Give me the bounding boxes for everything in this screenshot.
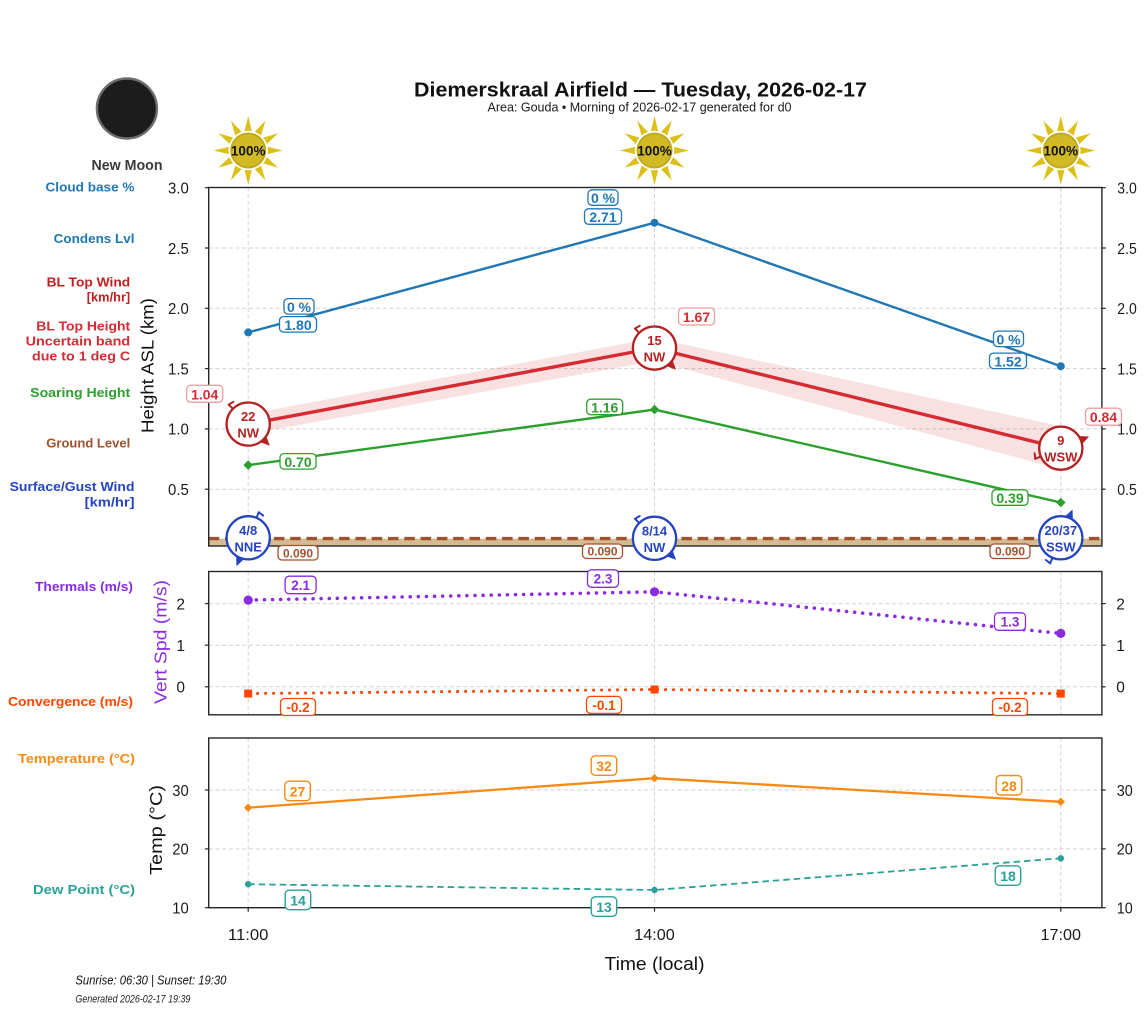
svg-text:30: 30 bbox=[172, 783, 189, 800]
svg-text:0: 0 bbox=[1116, 680, 1125, 697]
svg-text:100%: 100% bbox=[1044, 144, 1079, 159]
svg-text:Height ASL (km): Height ASL (km) bbox=[138, 298, 158, 433]
svg-text:2.1: 2.1 bbox=[291, 578, 310, 593]
svg-text:-0.2: -0.2 bbox=[998, 700, 1021, 715]
svg-text:2.0: 2.0 bbox=[168, 301, 189, 318]
svg-text:0.090: 0.090 bbox=[283, 546, 313, 560]
svg-text:Convergence (m/s): Convergence (m/s) bbox=[8, 694, 133, 709]
svg-text:Surface/Gust Wind: Surface/Gust Wind bbox=[10, 479, 135, 494]
svg-text:0.39: 0.39 bbox=[996, 490, 1023, 506]
svg-text:BL Top Height: BL Top Height bbox=[36, 319, 131, 334]
svg-text:10: 10 bbox=[1117, 901, 1133, 918]
svg-text:0.5: 0.5 bbox=[168, 482, 189, 499]
svg-text:NW: NW bbox=[237, 426, 259, 441]
svg-text:Cloud base %: Cloud base % bbox=[46, 180, 135, 195]
svg-text:100%: 100% bbox=[231, 144, 266, 159]
svg-text:Generated 2026-02-17 19:39: Generated 2026-02-17 19:39 bbox=[75, 993, 190, 1005]
svg-text:20: 20 bbox=[1117, 842, 1133, 859]
svg-text:1.5: 1.5 bbox=[168, 361, 189, 378]
svg-text:-0.2: -0.2 bbox=[286, 700, 309, 715]
svg-text:NNE: NNE bbox=[234, 539, 262, 554]
svg-text:2: 2 bbox=[1116, 596, 1125, 613]
svg-text:20: 20 bbox=[172, 842, 189, 859]
svg-text:Uncertain band: Uncertain band bbox=[26, 334, 131, 349]
svg-text:SSW: SSW bbox=[1046, 539, 1076, 554]
svg-text:Sunrise: 06:30 | Sunset: 19:30: Sunrise: 06:30 | Sunset: 19:30 bbox=[75, 973, 227, 988]
svg-text:1: 1 bbox=[1116, 638, 1125, 655]
svg-text:0.090: 0.090 bbox=[587, 545, 617, 559]
svg-text:3.0: 3.0 bbox=[1117, 181, 1137, 198]
svg-text:Area: Gouda • Morning of 2026-: Area: Gouda • Morning of 2026-02-17 gene… bbox=[488, 100, 792, 114]
svg-text:4/8: 4/8 bbox=[239, 523, 257, 538]
svg-text:New Moon: New Moon bbox=[92, 158, 163, 174]
svg-text:2.3: 2.3 bbox=[594, 572, 613, 587]
svg-text:14:00: 14:00 bbox=[634, 927, 675, 944]
svg-text:1.52: 1.52 bbox=[994, 353, 1021, 369]
svg-text:0 %: 0 % bbox=[287, 299, 312, 315]
svg-text:15: 15 bbox=[647, 333, 661, 348]
svg-text:1.3: 1.3 bbox=[1001, 615, 1020, 630]
svg-text:13: 13 bbox=[596, 899, 612, 915]
svg-text:Soaring Height: Soaring Height bbox=[30, 385, 131, 400]
svg-text:17:00: 17:00 bbox=[1041, 927, 1082, 944]
svg-text:9: 9 bbox=[1057, 433, 1064, 448]
svg-text:Ground Level: Ground Level bbox=[46, 436, 130, 451]
svg-text:1.04: 1.04 bbox=[191, 386, 218, 402]
svg-text:3.0: 3.0 bbox=[168, 181, 189, 198]
svg-text:2.5: 2.5 bbox=[168, 241, 189, 258]
svg-text:0.090: 0.090 bbox=[995, 545, 1025, 559]
svg-text:30: 30 bbox=[1117, 783, 1133, 800]
svg-text:Temp (°C): Temp (°C) bbox=[146, 785, 166, 875]
svg-text:27: 27 bbox=[290, 784, 306, 800]
svg-text:100%: 100% bbox=[637, 144, 672, 159]
svg-text:-0.1: -0.1 bbox=[592, 698, 616, 713]
svg-text:Condens Lvl: Condens Lvl bbox=[54, 231, 135, 246]
svg-text:0 %: 0 % bbox=[591, 190, 616, 206]
svg-text:14: 14 bbox=[290, 893, 306, 909]
svg-text:2.71: 2.71 bbox=[589, 209, 616, 225]
svg-text:1.5: 1.5 bbox=[1117, 361, 1137, 378]
svg-text:1.80: 1.80 bbox=[284, 317, 311, 333]
svg-text:Thermals (m/s): Thermals (m/s) bbox=[35, 579, 133, 594]
svg-text:2.0: 2.0 bbox=[1117, 301, 1137, 318]
svg-text:Dew Point (°C): Dew Point (°C) bbox=[33, 882, 135, 897]
svg-text:NW: NW bbox=[644, 540, 666, 555]
svg-text:11:00: 11:00 bbox=[228, 927, 269, 944]
svg-text:Temperature (°C): Temperature (°C) bbox=[18, 751, 135, 766]
svg-text:2.5: 2.5 bbox=[1117, 241, 1137, 258]
svg-text:1.67: 1.67 bbox=[683, 309, 710, 325]
svg-text:BL Top Wind: BL Top Wind bbox=[47, 275, 131, 290]
svg-text:8/14: 8/14 bbox=[642, 523, 668, 538]
svg-text:0.70: 0.70 bbox=[284, 454, 311, 470]
svg-text:1.16: 1.16 bbox=[591, 400, 618, 416]
svg-text:[km/hr]: [km/hr] bbox=[85, 494, 135, 509]
svg-text:22: 22 bbox=[241, 409, 255, 424]
svg-text:Diemerskraal Airfield — Tuesda: Diemerskraal Airfield — Tuesday, 2026-02… bbox=[414, 79, 867, 102]
svg-text:28: 28 bbox=[1001, 778, 1017, 794]
svg-text:1: 1 bbox=[176, 638, 185, 655]
svg-text:NW: NW bbox=[644, 350, 666, 365]
svg-text:Time (local): Time (local) bbox=[605, 954, 705, 974]
svg-text:20/37: 20/37 bbox=[1045, 523, 1078, 538]
svg-text:[km/hr]: [km/hr] bbox=[87, 290, 130, 305]
svg-text:10: 10 bbox=[172, 901, 189, 918]
svg-text:0.5: 0.5 bbox=[1117, 482, 1137, 499]
svg-text:0 %: 0 % bbox=[996, 331, 1021, 347]
svg-text:Vert Spd (m/s): Vert Spd (m/s) bbox=[151, 580, 171, 704]
svg-text:0.84: 0.84 bbox=[1090, 409, 1117, 425]
svg-text:WSW: WSW bbox=[1044, 450, 1078, 465]
svg-text:due to 1 deg C: due to 1 deg C bbox=[32, 349, 131, 364]
svg-text:32: 32 bbox=[596, 758, 612, 774]
svg-text:0: 0 bbox=[176, 680, 185, 697]
svg-text:2: 2 bbox=[176, 596, 185, 613]
svg-text:18: 18 bbox=[1000, 868, 1016, 884]
svg-text:1.0: 1.0 bbox=[168, 422, 189, 439]
svg-text:1.0: 1.0 bbox=[1117, 422, 1137, 439]
